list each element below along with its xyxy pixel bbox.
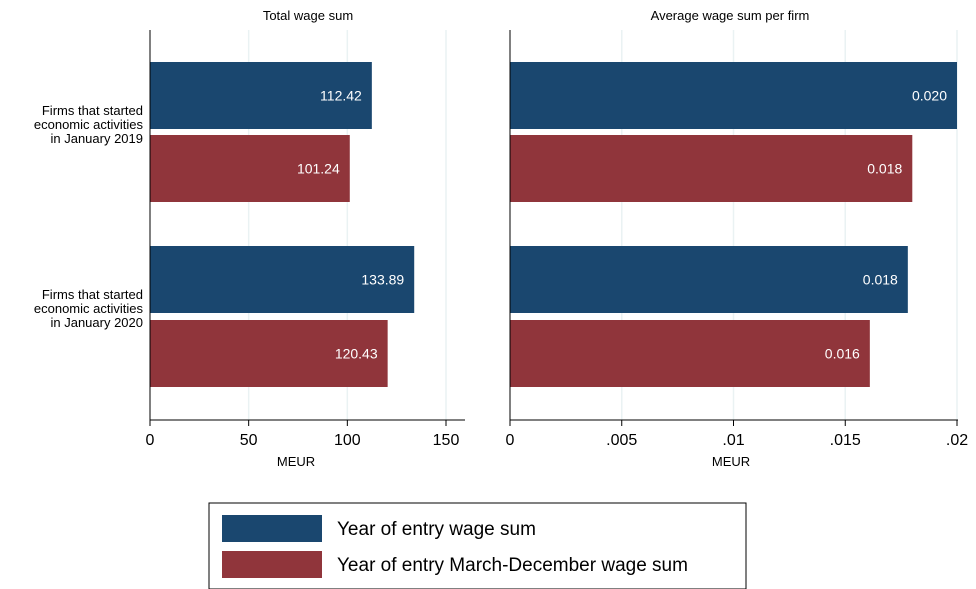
x-tick-label: 100: [334, 432, 361, 449]
bar-value-label: 120.43: [335, 346, 378, 362]
bar-value-label: 112.42: [320, 88, 362, 104]
x-tick-label: .005: [606, 432, 637, 449]
panel-title: Total wage sum: [263, 8, 353, 23]
legend-swatch: [222, 515, 322, 542]
bar-value-label: 0.016: [825, 346, 860, 362]
legend-label: Year of entry wage sum: [337, 519, 536, 540]
x-tick-label: .02: [946, 432, 968, 449]
category-label: Firms that started economic activities in …: [34, 103, 144, 146]
bar-value-label: 0.020: [912, 88, 947, 104]
bar-year-of-entry: [510, 62, 957, 129]
x-tick-label: .015: [830, 432, 861, 449]
panel-title: Average wage sum per firm: [651, 8, 810, 23]
x-axis-title: MEUR: [277, 454, 315, 469]
bar-year-of-entry: [150, 246, 415, 313]
bar-march-december: [510, 320, 870, 387]
legend: Year of entry wage sum Year of entry Marc…: [208, 502, 747, 589]
x-tick-label: .01: [722, 432, 744, 449]
category-label: Firms that started economic activities in …: [34, 287, 144, 330]
bar-value-label: 133.89: [361, 272, 404, 288]
bar-year-of-entry: [150, 62, 372, 129]
x-tick-label: 0: [146, 432, 155, 449]
bar-value-label: 0.018: [867, 161, 902, 177]
x-tick-label: 0: [506, 432, 515, 449]
panel-1: Total wage sum 112.42 133.89 101.24 120.43 0 5…: [34, 8, 465, 469]
x-tick-label: 150: [433, 432, 460, 449]
bar-year-of-entry: [510, 246, 908, 313]
legend-label: Year of entry March-December wage sum: [337, 555, 688, 576]
bar-value-label: 0.018: [863, 272, 898, 288]
legend-swatch: [222, 551, 322, 578]
bar-march-december: [510, 135, 913, 202]
bar-march-december: [150, 135, 350, 202]
panel-2: Average wage sum per firm 0.020 0.018 0.018…: [506, 8, 969, 469]
x-tick-label: 50: [240, 432, 258, 449]
x-axis-title: MEUR: [712, 454, 750, 469]
bar-march-december: [150, 320, 388, 387]
bar-value-label: 101.24: [297, 161, 340, 177]
